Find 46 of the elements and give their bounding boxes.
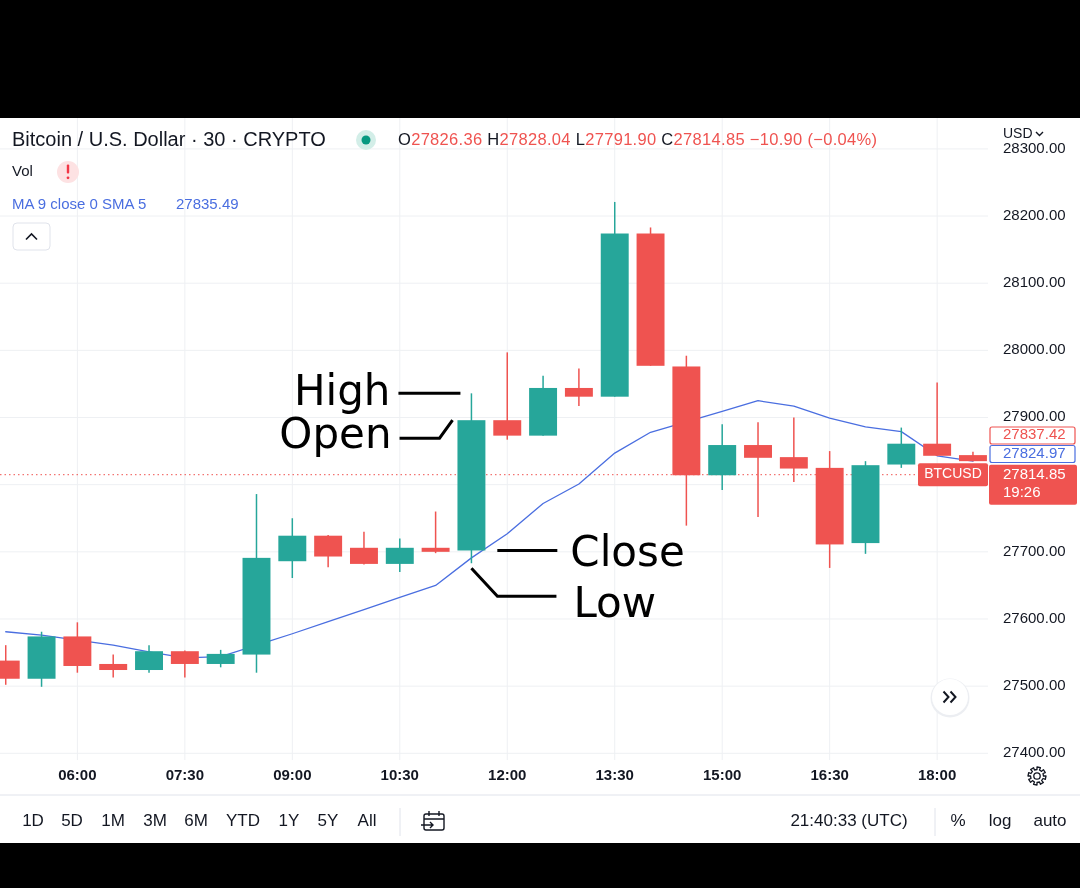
text: All <box>357 811 377 831</box>
y-tick-label: 28300.00 <box>1003 138 1066 156</box>
text: MA 9 close 0 SMA 5 <box>12 194 147 212</box>
x-tick-label: 10:30 <box>380 765 419 783</box>
y-tick-label: 27400.00 <box>1003 743 1066 761</box>
x-tick-label: 13:30 <box>595 765 634 783</box>
x-tick-label: 18:00 <box>917 765 957 783</box>
text: 3M <box>143 811 167 831</box>
text: 1Y <box>278 811 300 831</box>
text: 21:40:33 (UTC) <box>790 811 908 831</box>
y-tick-label: 27600.00 <box>1003 608 1066 626</box>
candlestick <box>421 510 450 554</box>
y-tick-label: 28200.00 <box>1003 206 1066 224</box>
annotation: Close <box>570 527 685 577</box>
annotation: 27835.49 <box>176 194 239 212</box>
y-tick-label: 27700.00 <box>1003 541 1066 559</box>
text: YTD <box>226 811 260 831</box>
y-tick-label: 28100.00 <box>1003 273 1066 291</box>
text: 19:26 <box>1003 482 1041 500</box>
x-tick-label: 15:00 <box>703 765 742 783</box>
y-tick-label: 27500.00 <box>1003 676 1066 694</box>
text: 6M <box>184 811 208 831</box>
y-tick-label: 27900.00 <box>1003 407 1066 425</box>
text: log <box>988 811 1012 831</box>
x-tick-label: 12:00 <box>488 765 527 783</box>
text: USD <box>1003 124 1033 141</box>
text: 27824.97 <box>1003 443 1066 461</box>
text: 5Y <box>317 811 339 831</box>
text: Bitcoin / U.S. Dollar · 30 · CRYPTO <box>12 128 326 151</box>
annotation: Vol <box>12 161 33 179</box>
text: 27837.42 <box>1003 425 1066 443</box>
x-tick-label: 06:00 <box>58 765 97 783</box>
x-tick-label: 07:30 <box>165 765 205 783</box>
text: 5D <box>61 811 83 831</box>
annotation: BTCUSD <box>924 465 982 482</box>
annotation: Low <box>573 578 657 628</box>
candlestick <box>99 653 128 679</box>
text: auto <box>1033 811 1067 831</box>
text: % <box>950 811 966 831</box>
y-tick-label: 28000.00 <box>1003 340 1066 358</box>
ref-line-label: 27814.85 <box>1003 464 1066 482</box>
text: 1M <box>101 811 125 831</box>
text: 1D <box>22 811 44 831</box>
x-tick-label: 09:00 <box>273 765 312 783</box>
text: O27826.36 H27828.04 L27791.90 C27814.85 −10.90 (−0.04%) <box>398 130 878 149</box>
x-tick-label: 16:30 <box>810 765 849 783</box>
